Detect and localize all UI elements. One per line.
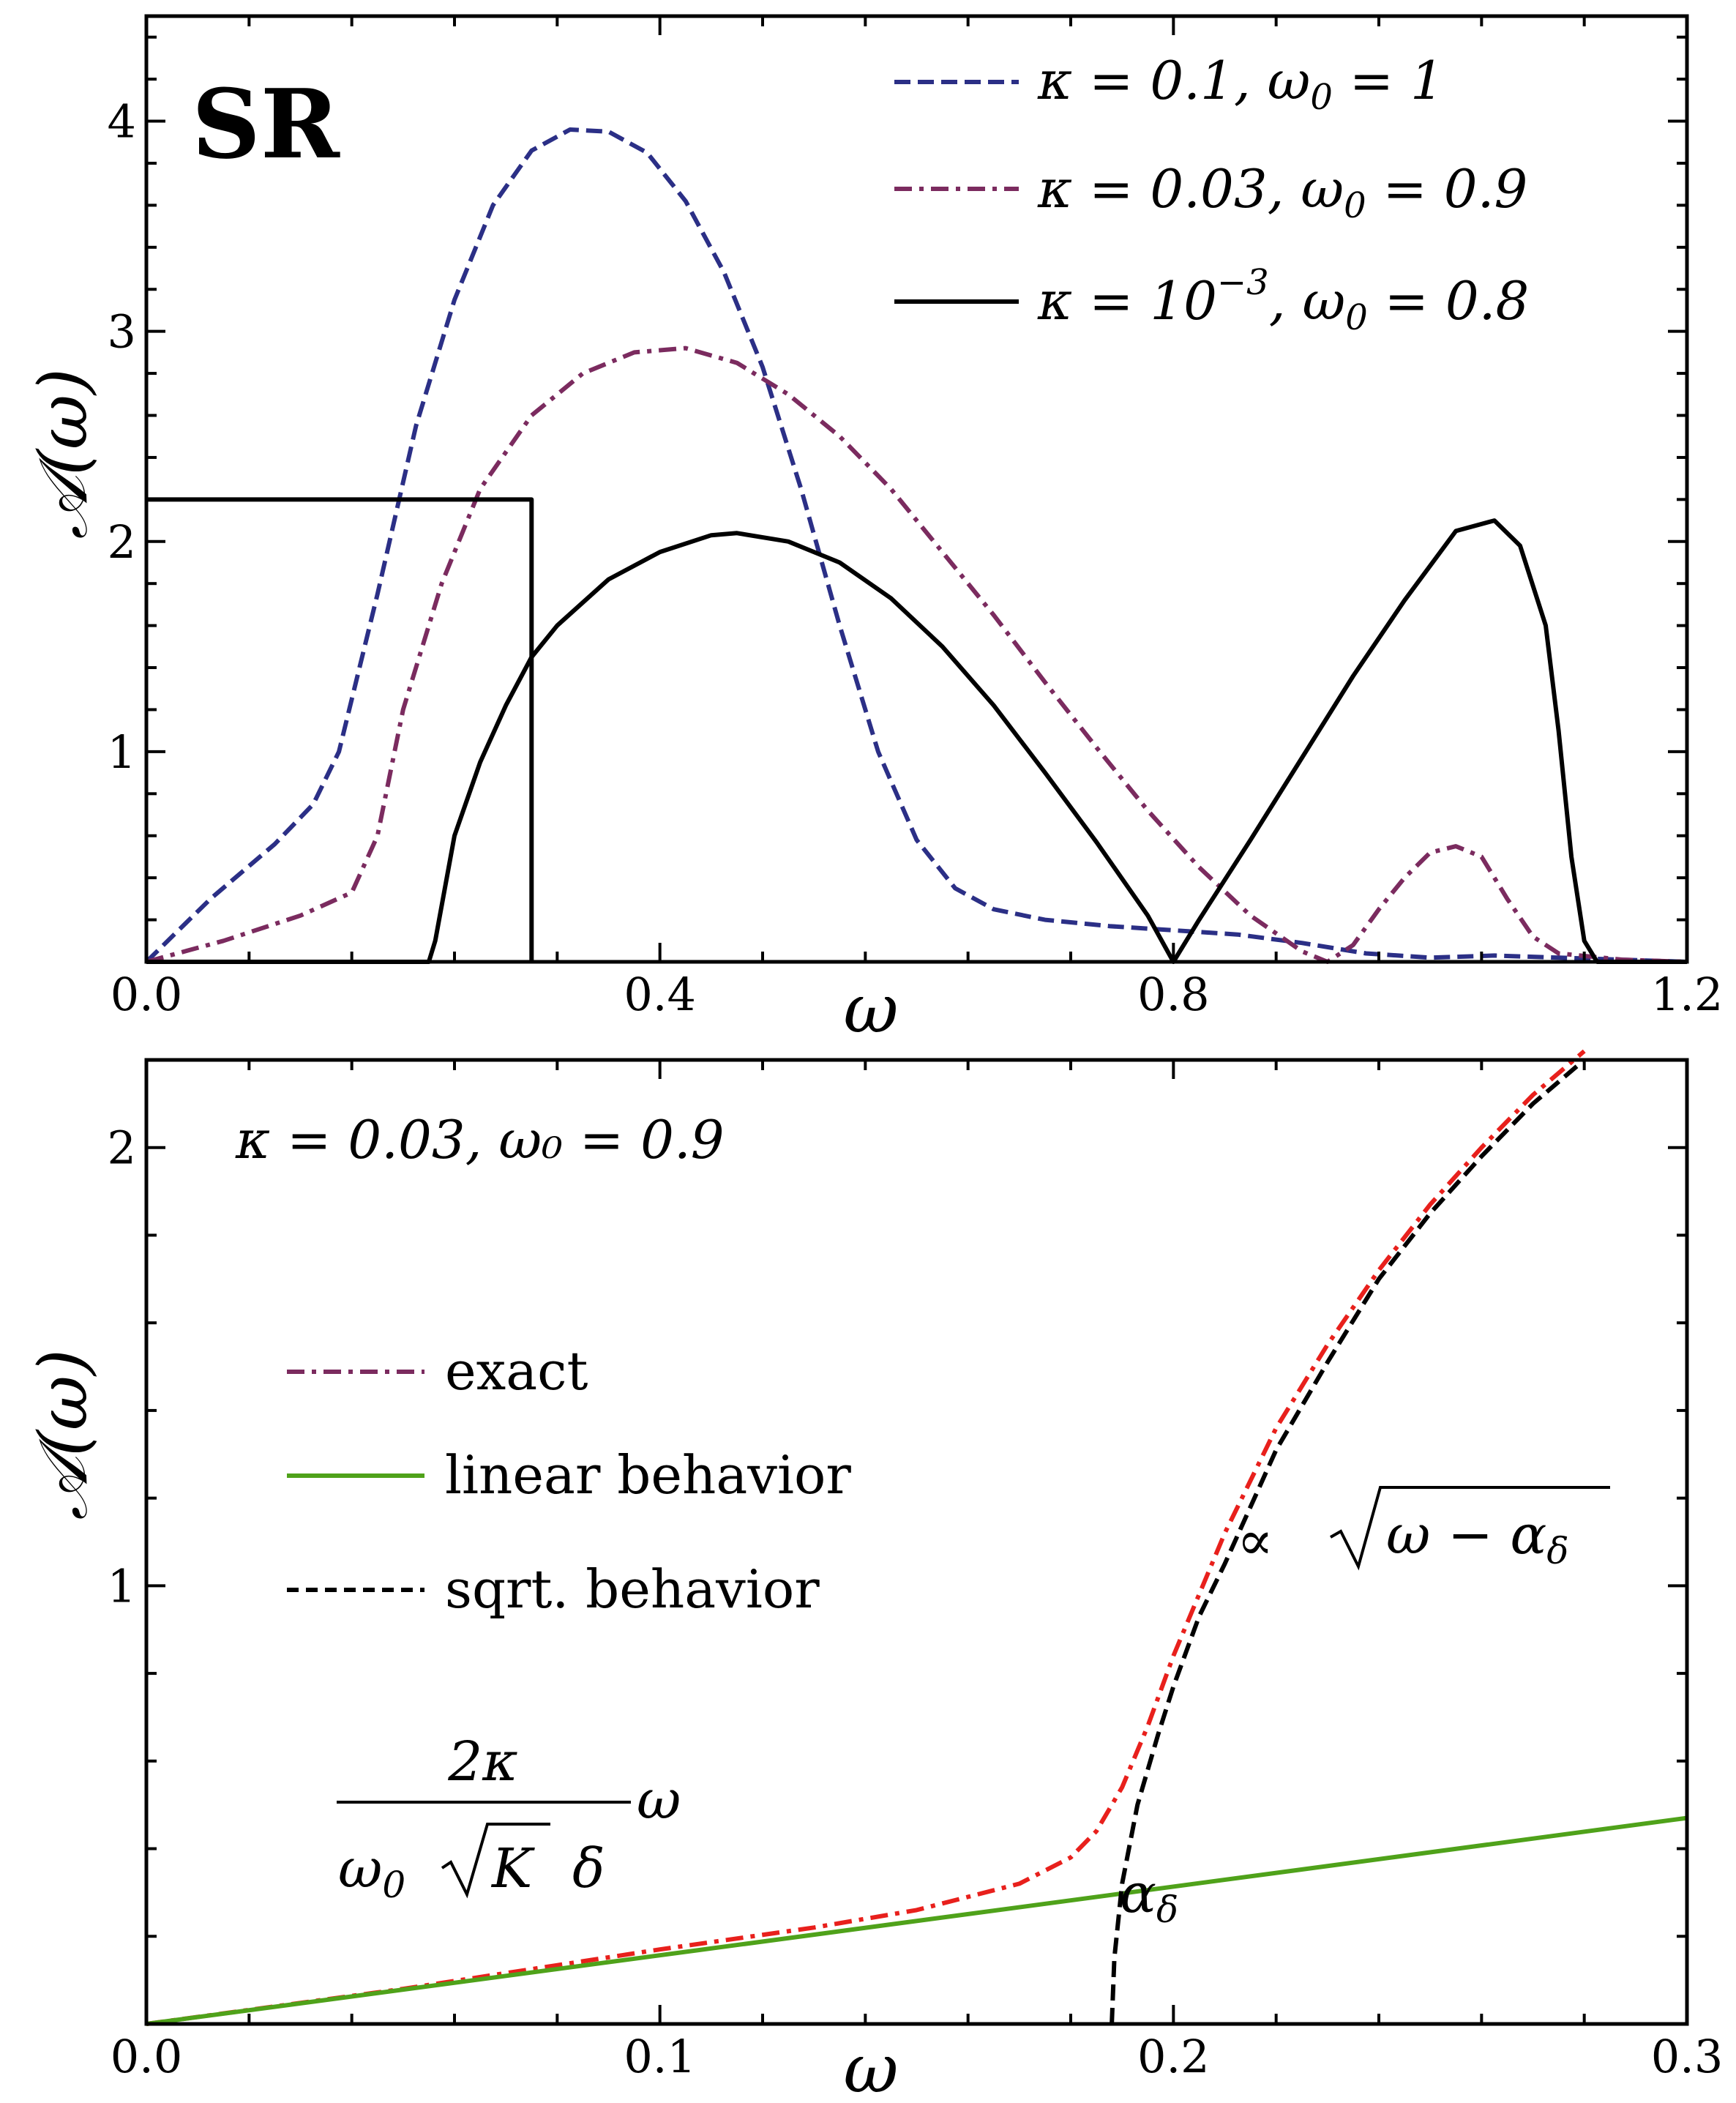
- top-series-0-03-0-9-line: [146, 345, 1688, 964]
- bottom-x-axis-label: ω: [843, 2030, 898, 2103]
- sqrt-radical-sign: [1330, 1486, 1610, 1571]
- top-x-tick-labels: 0.0 0.4 0.8 1.2: [111, 968, 1724, 1021]
- bottom-series-sqrt-behavior-line: [1110, 1058, 1586, 2025]
- top-chart: 0.0 0.4 0.8 1.2 1 2 3 4 SR ω 𝒜(ω) κ = 0.1, ω0 …: [24, 14, 1724, 1048]
- bottom-y-tick-label: 2: [108, 1121, 136, 1175]
- slope-denominator-omega: ω0: [338, 1837, 405, 1906]
- top-y-tick-labels: 1 2 3 4: [108, 95, 136, 779]
- top-x-tick-label: 0.0: [111, 968, 183, 1021]
- top-series-0-1-1-line: [144, 127, 1688, 964]
- top-legend: κ = 0.1, ω0 = 1 κ = 0.03, ω0 = 0.9 κ = 1…: [894, 50, 1529, 338]
- bottom-legend-label-linear: linear behavior: [445, 1444, 851, 1506]
- bottom-legend-item-sqrt: sqrt. behavior: [287, 1558, 820, 1620]
- slope-numerator: 2κ: [447, 1730, 518, 1793]
- sqrt-annotation: ∝ ω − αδ: [1237, 1486, 1610, 1572]
- linear-slope-annotation: 2κ ω0 K δ ω: [337, 1730, 681, 1906]
- top-y-tick-label: 4: [108, 95, 136, 149]
- slope-denominator-k: K: [490, 1837, 535, 1900]
- top-series-box-line: [146, 497, 534, 962]
- bottom-parameters-label: κ = 0.03, ω₀ = 0.9: [235, 1109, 725, 1170]
- top-x-axis-label: ω: [843, 970, 898, 1048]
- bottom-plot-frame: [144, 1058, 1689, 2026]
- bottom-x-tick-labels: 0.0 0.1 0.2 0.3: [111, 2030, 1724, 2083]
- top-series-10-0-8-line: [146, 518, 1687, 964]
- bottom-chart: 0.00.10.20.3 12 exact κ = 0.03, ω₀ = 0.9…: [24, 1049, 1724, 2103]
- top-ticks: [145, 16, 1688, 963]
- slope-radical-sign: [441, 1823, 550, 1899]
- top-legend-label-1: κ = 0.1, ω0 = 1: [1037, 50, 1444, 118]
- bottom-x-tick-label: 0.2: [1137, 2030, 1210, 2083]
- top-y-axis-label: 𝒜(ω): [24, 368, 102, 539]
- top-legend-item-2: κ = 0.03, ω0 = 0.9: [894, 158, 1527, 226]
- bottom-legend-label-sqrt: sqrt. behavior: [445, 1558, 820, 1620]
- bottom-legend: exact linear behavior sqrt. behavior: [287, 1340, 851, 1620]
- top-legend-item-1: κ = 0.1, ω0 = 1: [894, 50, 1444, 118]
- top-x-tick-label: 1.2: [1651, 968, 1724, 1021]
- top-plot-frame: [144, 14, 1689, 964]
- top-x-tick-label: 0.4: [624, 968, 696, 1021]
- top-panel-tag: SR: [192, 68, 340, 180]
- bottom-y-axis-label: 𝒜(ω): [24, 1349, 102, 1520]
- slope-denominator-delta: δ: [572, 1837, 605, 1900]
- top-legend-label-2: κ = 0.03, ω0 = 0.9: [1037, 158, 1527, 226]
- top-x-tick-label: 0.8: [1137, 968, 1210, 1021]
- top-legend-label-3: κ = 10−3, ω0 = 0.8: [1037, 262, 1529, 338]
- bottom-ticks: [145, 1058, 1688, 2025]
- bottom-legend-item-exact: exact: [287, 1340, 588, 1402]
- bottom-x-tick-label: 0.0: [111, 2030, 183, 2083]
- bottom-x-tick-label: 0.3: [1651, 2030, 1724, 2083]
- top-y-tick-label: 2: [108, 515, 136, 569]
- bottom-x-tick-label: 0.1: [624, 2030, 696, 2083]
- alpha-delta-annotation: αδ: [1120, 1862, 1178, 1931]
- sqrt-annotation-prefix: ∝: [1237, 1509, 1273, 1572]
- bottom-curves: [146, 1049, 1688, 2026]
- top-y-tick-label: 1: [108, 725, 136, 779]
- slope-omega-factor: ω: [637, 1768, 681, 1831]
- top-legend-item-3: κ = 10−3, ω0 = 0.8: [894, 262, 1529, 338]
- bottom-y-tick-label: 1: [108, 1559, 136, 1613]
- bottom-series-linear-behavior-line: [146, 1815, 1688, 2026]
- top-y-tick-label: 3: [108, 305, 136, 359]
- bottom-legend-label-exact: exact: [445, 1340, 588, 1402]
- top-curves: [144, 127, 1688, 964]
- sqrt-annotation-radicand: ω − αδ: [1386, 1504, 1568, 1572]
- bottom-y-tick-labels: 12: [108, 1121, 136, 1613]
- bottom-legend-item-linear: linear behavior: [287, 1444, 851, 1506]
